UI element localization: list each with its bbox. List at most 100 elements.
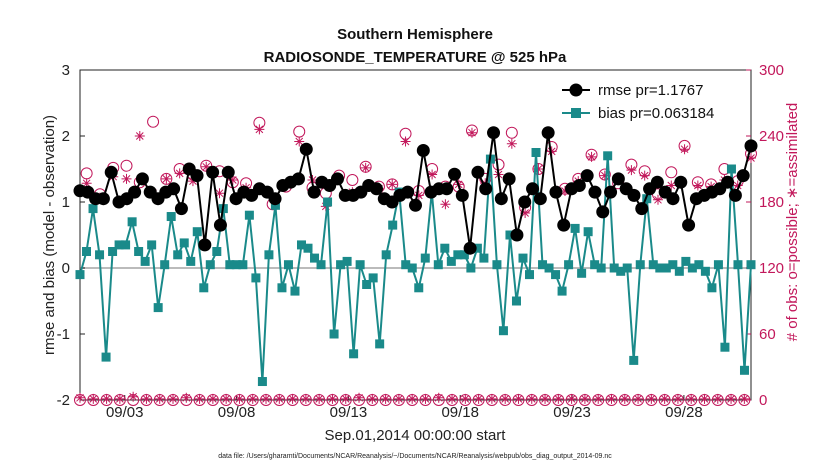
bias-point: [433, 260, 443, 270]
bias-point: [134, 247, 144, 256]
obs-assimilated-point: [300, 393, 311, 404]
obs-assimilated-point: [154, 393, 165, 404]
rmse-point: [666, 192, 680, 206]
bias-point: [713, 260, 723, 270]
obs-assimilated-point: [739, 393, 750, 404]
rmse-point: [518, 195, 532, 209]
obs-assimilated-point: [659, 393, 670, 404]
bias-point: [257, 377, 267, 387]
bias-point: [310, 253, 320, 263]
bias-point: [531, 148, 541, 157]
bias-point: [199, 283, 209, 293]
bias-point: [466, 263, 476, 273]
rmse-point: [627, 188, 641, 202]
obs-assimilated-point: [141, 393, 152, 404]
rmse-point: [104, 165, 118, 179]
bias-point: [746, 260, 756, 270]
bias-point: [225, 260, 235, 270]
x-axis-label: Sep.01,2014 00:00:00 start: [325, 427, 507, 444]
obs-assimilated-point: [746, 153, 756, 163]
rmse-point: [198, 238, 212, 252]
chart-title: Southern Hemisphere: [337, 26, 493, 43]
bias-point: [329, 329, 339, 339]
bias-point: [127, 217, 137, 227]
obs-assimilated-point: [626, 165, 637, 176]
rmse-point: [572, 179, 586, 192]
obs-assimilated-point: [354, 392, 365, 403]
rmse-point: [580, 169, 594, 183]
obs-assimilated-point: [566, 393, 577, 404]
rmse-point: [604, 185, 618, 199]
obs-assimilated-point: [187, 176, 198, 187]
bias-point: [368, 273, 378, 283]
rmse-point: [728, 188, 742, 202]
obs-assimilated-point: [407, 393, 418, 404]
rmse-point: [674, 175, 688, 189]
bias-point: [733, 260, 743, 270]
obs-possible-point: [346, 174, 359, 186]
bias-point: [661, 263, 671, 273]
obs-assimilated-point: [81, 178, 92, 189]
y-tick-label: 0: [62, 260, 70, 277]
obs-assimilated-point: [380, 393, 391, 404]
obs-assimilated-point: [579, 393, 590, 404]
rmse-point: [744, 139, 758, 153]
obs-assimilated-point: [699, 393, 710, 404]
bias-series: [75, 148, 756, 387]
obs-assimilated-point: [513, 393, 524, 404]
obs-count-markers: [74, 115, 757, 406]
rmse-point: [611, 172, 625, 186]
bias-point: [140, 256, 150, 266]
bias-point: [355, 260, 365, 270]
rmse-series: [73, 126, 758, 255]
bias-point: [114, 240, 124, 250]
bias-point: [166, 212, 176, 222]
obs-assimilated-point: [440, 199, 451, 210]
bias-point: [538, 260, 548, 270]
rmse-point: [330, 172, 344, 186]
bias-point: [362, 280, 372, 289]
bias-point: [251, 273, 261, 283]
rmse-point: [369, 182, 383, 196]
bias-point: [173, 250, 183, 260]
obs-assimilated-point: [500, 393, 511, 404]
rmse-point: [510, 228, 524, 242]
legend-bias-marker: [571, 108, 581, 118]
bias-point: [407, 263, 417, 273]
rmse-point: [596, 205, 610, 219]
bias-point: [707, 283, 717, 293]
bias-point: [440, 243, 450, 253]
bias-point: [700, 266, 710, 276]
plot-area: [79, 69, 752, 401]
obs-assimilated-point: [128, 391, 139, 402]
bias-point: [472, 243, 482, 253]
bias-point: [121, 240, 131, 250]
bias-point: [622, 263, 632, 273]
rmse-point: [291, 172, 305, 186]
bias-point: [694, 260, 704, 270]
y-right-tick-label: 120: [759, 260, 784, 277]
obs-assimilated-point: [447, 393, 458, 404]
obs-assimilated-point: [427, 169, 438, 180]
bias-point: [401, 260, 411, 270]
rmse-point: [268, 192, 282, 206]
y-tick-label: -1: [57, 326, 70, 343]
rmse-point: [650, 175, 664, 189]
bias-point: [459, 250, 469, 260]
bias-point: [205, 260, 215, 270]
obs-assimilated-point: [712, 393, 723, 404]
rmse-point: [721, 175, 735, 189]
obs-assimilated-point: [679, 144, 690, 155]
bias-point: [231, 260, 241, 270]
obs-assimilated-point: [520, 208, 531, 218]
bias-point: [505, 230, 515, 240]
y-axis-label: rmse and bias (model - observation): [41, 115, 58, 355]
rmse-point: [526, 182, 540, 196]
obs-assimilated-point: [194, 393, 205, 404]
rmse-point: [221, 165, 235, 179]
obs-assimilated-point: [633, 393, 644, 404]
obs-assimilated-point: [174, 168, 185, 179]
bias-point: [525, 270, 535, 280]
obs-assimilated-point: [393, 393, 404, 404]
